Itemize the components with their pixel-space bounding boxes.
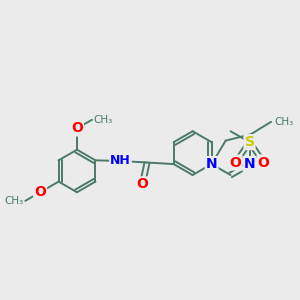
Text: CH₃: CH₃ [274, 117, 293, 127]
Text: NH: NH [110, 154, 131, 167]
Text: N: N [206, 157, 218, 171]
Text: O: O [34, 185, 46, 199]
Text: O: O [258, 155, 270, 170]
Text: CH₃: CH₃ [4, 196, 24, 206]
Text: N: N [244, 157, 255, 171]
Text: O: O [230, 155, 242, 170]
Text: CH₃: CH₃ [94, 115, 113, 125]
Text: O: O [136, 177, 148, 191]
Text: S: S [244, 135, 254, 149]
Text: O: O [71, 122, 83, 135]
